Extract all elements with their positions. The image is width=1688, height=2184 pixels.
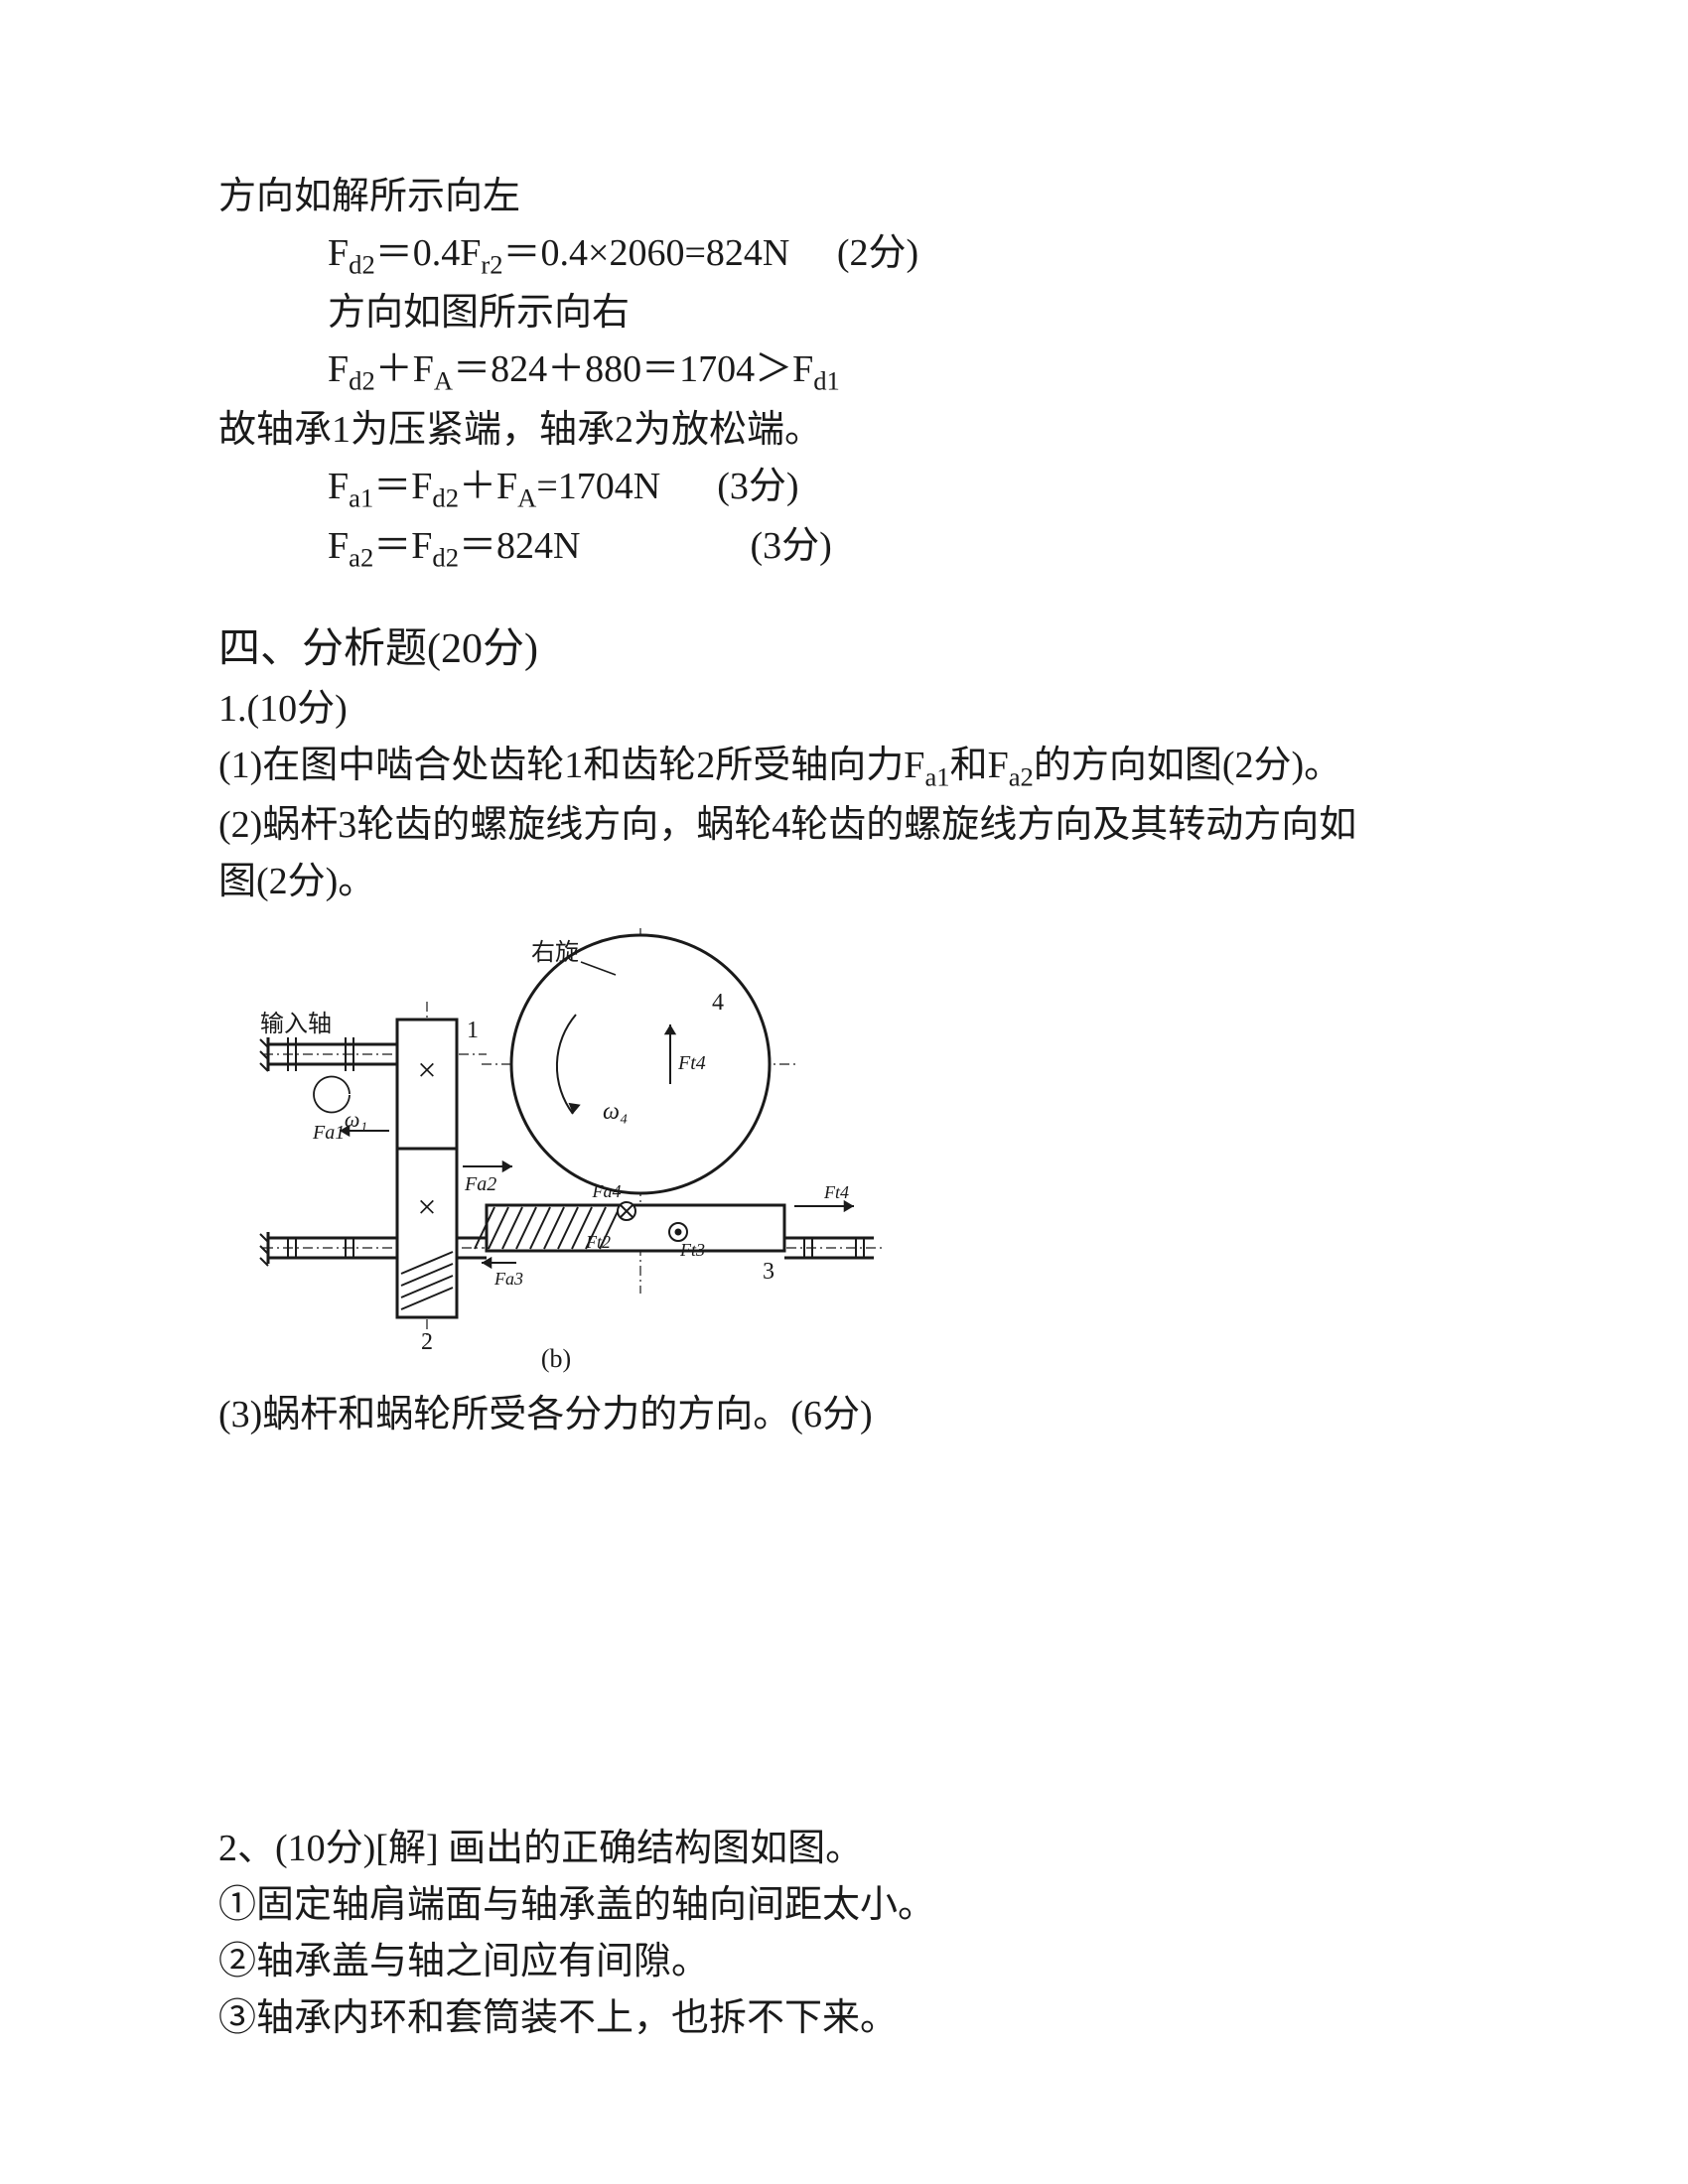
calc-line-7: Fa2＝Fd2＝824N (3分)	[218, 518, 1470, 578]
svg-text:(b): (b)	[541, 1344, 571, 1373]
mechanical-diagram: 4右旋ω₄Ft43Fa4Ft3Ft2Ft4××12ω₁输入轴Fa1Fa2Fa3(…	[228, 920, 1470, 1377]
subscript: d1	[813, 366, 840, 396]
calc-line-1: 方向如解所示向左	[218, 169, 1470, 225]
q1-part2b: 图(2分)。	[218, 854, 1470, 910]
svg-text:Fa3: Fa3	[493, 1269, 523, 1289]
svg-text:3: 3	[763, 1259, 774, 1285]
section-title: 四、分析题(20分)	[218, 618, 1470, 681]
subscript: A	[434, 366, 453, 396]
text: =1704N	[536, 466, 660, 507]
calc-line-5: 故轴承1为压紧端，轴承2为放松端。	[218, 402, 1470, 459]
subscript: a2	[1009, 762, 1034, 792]
q2-line3: ②轴承盖与轴之间应有间隙。	[218, 1934, 1470, 1990]
q2-line2: ①固定轴肩端面与轴承盖的轴向间距太小。	[218, 1877, 1470, 1934]
subscript: r2	[481, 250, 502, 280]
svg-text:Ft2: Ft2	[585, 1232, 611, 1252]
svg-text:Ft3: Ft3	[679, 1240, 705, 1260]
text: ＝824＋880＝1704＞F	[453, 348, 813, 390]
q1-part1: (1)在图中啮合处齿轮1和齿轮2所受轴向力Fa1和Fa2的方向如图(2分)。	[218, 738, 1470, 797]
score-label: (3分)	[717, 466, 798, 507]
subscript: d2	[349, 366, 375, 396]
subscript: a1	[924, 762, 949, 792]
text: ＋F	[459, 466, 517, 507]
text: (1)在图中啮合处齿轮1和齿轮2所受轴向力F	[218, 745, 924, 786]
q1-part2a: (2)蜗杆3轮齿的螺旋线方向，蜗轮4轮齿的螺旋线方向及其转动方向如	[218, 797, 1470, 854]
text: F	[328, 232, 349, 274]
calc-line-2: Fd2＝0.4Fr2＝0.4×2060=824N (2分)	[218, 225, 1470, 285]
svg-text:×: ×	[417, 1189, 436, 1226]
svg-text:Ft4: Ft4	[823, 1182, 849, 1202]
svg-text:Ft4: Ft4	[677, 1052, 706, 1074]
svg-text:右旋: 右旋	[531, 939, 579, 966]
text: ＝F	[373, 466, 432, 507]
text: F	[328, 348, 349, 390]
q1-part3: (3)蜗杆和蜗轮所受各分力的方向。(6分)	[218, 1387, 1470, 1443]
svg-text:Fa1: Fa1	[312, 1122, 345, 1144]
text: 的方向如图(2分)。	[1034, 745, 1341, 786]
svg-text:1: 1	[467, 1018, 479, 1043]
svg-text:×: ×	[417, 1052, 436, 1089]
svg-text:2: 2	[421, 1329, 433, 1355]
calc-line-4: Fd2＋FA＝824＋880＝1704＞Fd1	[218, 341, 1470, 401]
q1-head: 1.(10分)	[218, 681, 1470, 738]
score-label: (2分)	[837, 232, 918, 274]
subscript: a1	[349, 483, 373, 513]
text: 和F	[950, 745, 1009, 786]
subscript: d2	[349, 250, 375, 280]
spacer	[218, 1443, 1470, 1821]
svg-text:4: 4	[712, 990, 724, 1016]
svg-text:Fa2: Fa2	[464, 1173, 496, 1195]
calc-line-3: 方向如图所示向右	[218, 285, 1470, 341]
diagram-svg: 4右旋ω₄Ft43Fa4Ft3Ft2Ft4××12ω₁输入轴Fa1Fa2Fa3(…	[228, 920, 923, 1377]
text: F	[328, 525, 349, 567]
text: ＝0.4F	[375, 232, 482, 274]
subscript: d2	[432, 483, 459, 513]
svg-text:Fa4: Fa4	[592, 1181, 622, 1201]
calc-line-6: Fa1＝Fd2＋FA=1704N (3分)	[218, 459, 1470, 518]
score-label: (3分)	[750, 525, 831, 567]
q2-line1: 2、(10分)[解] 画出的正确结构图如图。	[218, 1821, 1470, 1877]
q2-line4: ③轴承内环和套筒装不上，也拆不下来。	[218, 1990, 1470, 2047]
text: ＋F	[375, 348, 434, 390]
svg-text:输入轴: 输入轴	[260, 1011, 332, 1037]
text: ＝F	[373, 525, 432, 567]
subscript: A	[517, 483, 536, 513]
text: ＝824N	[459, 525, 580, 567]
svg-text:ω₄: ω₄	[603, 1099, 628, 1125]
text: ＝0.4×2060=824N	[503, 232, 790, 274]
subscript: d2	[432, 543, 459, 573]
text: F	[328, 466, 349, 507]
subscript: a2	[349, 543, 373, 573]
